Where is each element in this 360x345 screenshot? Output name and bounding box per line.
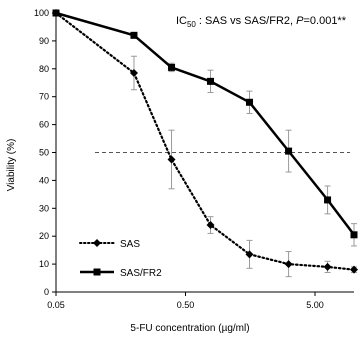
y-tick-label: 30 (39, 203, 49, 213)
y-axis-title: Viability (%) (6, 139, 17, 192)
error-bars-sas (130, 55, 357, 278)
data-point-sas-fr2 (324, 196, 332, 204)
p-value: =0.001** (303, 15, 346, 27)
data-point-sas (284, 260, 293, 269)
data-point-sas-fr2 (168, 63, 176, 71)
y-tick-label: 50 (39, 148, 49, 158)
ic50-prefix: IC (176, 15, 187, 27)
x-tick-label: 0.05 (47, 300, 65, 310)
series-line-sas-fr2 (55, 11, 355, 236)
y-tick-label: 40 (39, 175, 49, 185)
y-tick-label: 80 (39, 64, 49, 74)
y-tick-label: 20 (39, 231, 49, 241)
data-point-sas (350, 265, 358, 274)
data-point-sas (323, 262, 332, 271)
series-layer (52, 9, 358, 278)
legend-entry-sas-fr2: SAS/FR2 (80, 268, 162, 279)
data-point-sas-fr2 (207, 77, 215, 85)
data-point-sas-fr2 (350, 231, 358, 239)
data-point-sas (245, 250, 254, 259)
data-point-sas (167, 155, 176, 164)
y-tick-label: 90 (39, 36, 49, 46)
y-tick-label: 0 (44, 287, 49, 297)
y-tick-label: 100 (34, 8, 49, 18)
data-point-sas (129, 68, 138, 77)
series-sas (52, 9, 358, 278)
x-tick-label: 5.00 (306, 300, 324, 310)
legend: SAS SAS/FR2 (79, 239, 162, 279)
error-bars-sas-fr2 (130, 32, 357, 247)
series-line-sas (54, 11, 356, 271)
data-point-sas-fr2 (130, 31, 138, 39)
y-tick-label: 10 (39, 259, 49, 269)
ic50-annotation: IC50 : SAS vs SAS/FR2, P=0.001** (176, 15, 347, 29)
legend-label-sas-fr2: SAS/FR2 (120, 268, 162, 279)
data-point-sas-fr2 (246, 98, 254, 106)
legend-label-sas: SAS (120, 239, 140, 250)
p-label: P (296, 15, 304, 27)
x-axis-title: 5-FU concentration (µg/ml) (130, 323, 249, 334)
y-tick-label: 60 (39, 120, 49, 130)
y-tick-label: 70 (39, 92, 49, 102)
legend-marker-sas (93, 239, 101, 247)
data-point-sas-fr2 (285, 147, 293, 155)
series-sas-fr2 (52, 9, 358, 247)
legend-entry-sas: SAS (79, 239, 140, 250)
data-point-sas (206, 221, 215, 230)
ic50-middle: : SAS vs SAS/FR2, (196, 15, 296, 27)
x-tick-label: 0.50 (177, 300, 195, 310)
ic50-subscript: 50 (187, 20, 196, 29)
legend-marker-sas-fr2 (93, 268, 101, 276)
axes-layer: 0 10 20 30 40 50 60 70 80 90 100 0.05 0.50 5.00 (34, 8, 354, 310)
